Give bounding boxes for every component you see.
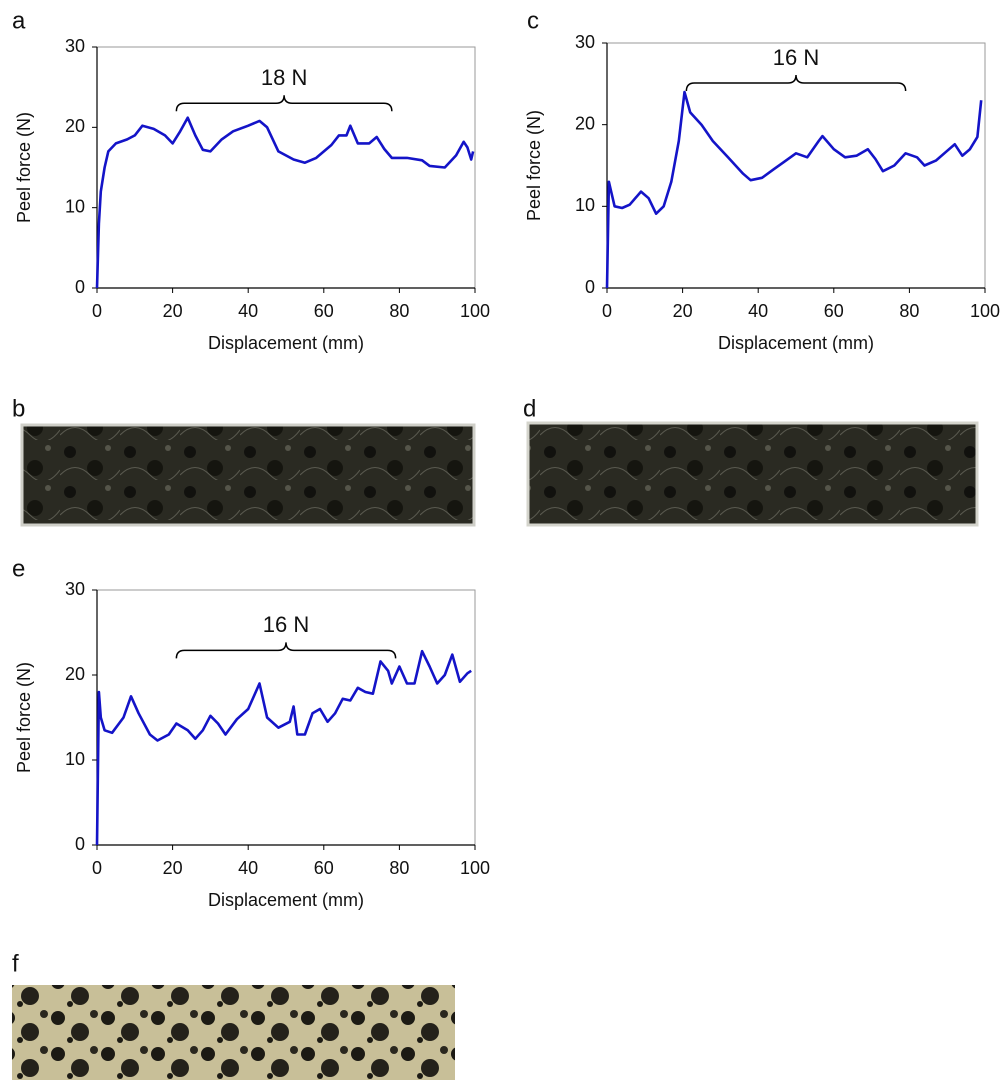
x-tick-label: 80	[389, 301, 409, 321]
x-tick-label: 40	[238, 301, 258, 321]
y-tick-label: 30	[575, 32, 595, 52]
panel-label: b	[12, 395, 25, 422]
y-tick-label: 20	[65, 116, 85, 136]
x-tick-label: 0	[92, 301, 102, 321]
data-line	[95, 116, 475, 289]
y-tick-label: 10	[65, 196, 85, 216]
y-tick-label: 0	[585, 277, 595, 297]
annotation-brace	[175, 95, 393, 112]
panel-label: d	[523, 395, 536, 422]
x-tick-label: 20	[163, 858, 183, 878]
x-axis-label: Displacement (mm)	[208, 890, 364, 910]
x-tick-label: 100	[460, 301, 490, 321]
x-tick-label: 80	[899, 301, 919, 321]
y-tick-label: 20	[65, 664, 85, 684]
panel-label: a	[12, 7, 26, 34]
panel-label: c	[527, 7, 539, 34]
x-tick-label: 40	[748, 301, 768, 321]
data-line	[95, 649, 472, 846]
x-tick-label: 60	[314, 301, 334, 321]
x-tick-label: 40	[238, 858, 258, 878]
x-tick-label: 100	[460, 858, 490, 878]
y-axis-label: Peel force (N)	[14, 662, 34, 773]
y-tick-label: 30	[65, 36, 85, 56]
photo-d	[526, 421, 979, 527]
annotation-brace	[685, 74, 907, 92]
x-axis-label: Displacement (mm)	[208, 333, 364, 353]
chart: e 0 10 20 30 0 20 40 60 80 100 Displacement (mm) Pee…	[12, 555, 490, 909]
plot-frame	[606, 42, 986, 289]
x-tick-label: 0	[92, 858, 102, 878]
x-tick-label: 60	[314, 858, 334, 878]
y-tick-label: 10	[65, 749, 85, 769]
annotation-text: 16 N	[263, 612, 309, 637]
x-tick-label: 0	[602, 301, 612, 321]
photo-f	[12, 985, 455, 1080]
chart: a 0 10 20 30 0 20 40 60 80 100 Displacement (mm) Pee…	[12, 7, 490, 352]
x-tick-label: 20	[163, 301, 183, 321]
x-axis-label: Displacement (mm)	[718, 333, 874, 353]
annotation-text: 16 N	[773, 45, 819, 70]
x-tick-label: 20	[673, 301, 693, 321]
photo-b	[20, 423, 476, 527]
x-tick-label: 60	[824, 301, 844, 321]
x-tick-label: 100	[970, 301, 1000, 321]
y-tick-label: 0	[75, 834, 85, 854]
photos: b d f	[12, 395, 979, 1080]
annotation-text: 18 N	[261, 65, 307, 90]
y-tick-label: 10	[575, 195, 595, 215]
chart: c 0 10 20 30 0 20 40 60 80 100 Displacement (mm) Pee…	[524, 7, 1000, 352]
y-axis-label: Peel force (N)	[524, 110, 544, 221]
y-tick-label: 20	[575, 113, 595, 133]
y-tick-label: 0	[75, 277, 85, 297]
annotation-brace	[175, 642, 397, 659]
y-axis-label: Peel force (N)	[14, 112, 34, 223]
x-tick-label: 80	[389, 858, 409, 878]
panel-label: f	[12, 950, 19, 977]
data-line	[605, 90, 983, 289]
y-tick-label: 30	[65, 579, 85, 599]
panel-label: e	[12, 555, 25, 582]
